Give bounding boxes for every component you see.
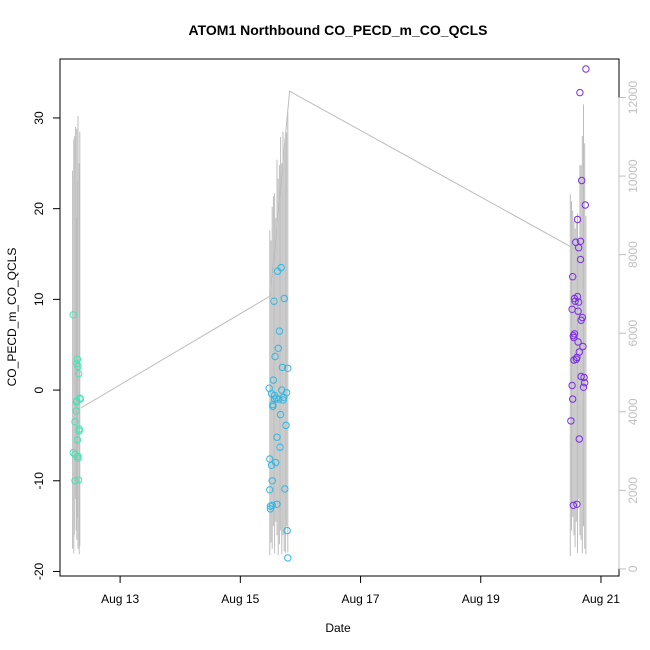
right-tick-label: 0 [626,565,640,572]
data-point [282,389,291,397]
data-point [280,294,288,303]
plot-area [69,65,590,562]
data-point [278,363,287,372]
data-point [74,370,83,378]
data-point [76,394,84,402]
x-tick-label: Aug 19 [462,592,500,606]
data-point [576,88,584,97]
data-point [572,238,580,246]
data-point [74,362,82,371]
y-tick-label: 30 [32,111,46,125]
reference-line [80,90,572,409]
data-point [271,352,279,361]
data-point [268,477,276,485]
x-axis-label: Date [325,621,351,635]
data-point [582,65,590,73]
data-point [269,402,277,411]
data-point [575,298,583,306]
data-point [74,476,83,484]
data-point [273,433,281,441]
data-point [282,421,290,430]
data-point [274,344,282,352]
data-point [275,327,284,335]
data-point [71,418,79,426]
data-point [581,379,589,387]
chart-title: ATOM1 Northbound CO_PECD_m_CO_QCLS [189,22,488,38]
data-point [574,307,582,315]
data-point [75,425,83,433]
right-tick-label: 10000 [626,159,640,193]
data-point [272,458,280,467]
data-point [269,376,278,384]
data-point [74,454,82,462]
data-point [284,554,292,562]
data-point [72,407,80,415]
right-tick-label: 6000 [626,320,640,347]
y-axis-label: CO_PECD_m_CO_QCLS [5,248,19,387]
data-point [71,477,79,485]
data-point [76,395,85,403]
x-tick-label: Aug 21 [582,592,620,606]
x-tick-label: Aug 15 [221,592,259,606]
data-point [281,485,289,493]
data-point [569,501,577,509]
right-tick-label: 4000 [626,398,640,425]
data-point [568,381,576,390]
data-point [569,395,577,403]
right-tick-label: 2000 [626,477,640,504]
right-tick-label: 8000 [626,241,640,268]
data-point [567,417,575,425]
data-point [275,395,283,403]
data-point [576,237,585,246]
data-point [577,372,585,381]
data-point [581,201,589,209]
data-point [570,333,578,342]
data-point [270,297,278,305]
y-tick-label: 0 [32,386,46,393]
data-point [578,313,586,322]
data-point [579,342,587,351]
y-tick-label: -20 [32,563,46,581]
data-point [268,501,276,509]
data-point [571,297,579,305]
data-point [279,396,287,404]
data-point [578,176,586,185]
x-tick-label: Aug 13 [101,592,139,606]
data-point [69,448,77,457]
data-point [579,383,588,391]
data-point [576,255,585,264]
data-point [273,500,281,508]
data-point [266,486,274,494]
data-point [569,273,577,281]
y-tick-label: 10 [32,292,46,306]
data-point [284,364,292,372]
data-point [69,311,77,319]
y-tick-label: 20 [32,202,46,216]
data-point [570,330,579,338]
x-tick-label: Aug 17 [342,592,380,606]
data-point [73,355,82,363]
data-point [276,410,285,419]
data-point [573,215,582,224]
data-point [283,526,291,535]
data-point [573,292,582,301]
data-point [574,338,582,346]
data-point [276,443,284,451]
data-point [580,373,588,382]
data-point [575,348,583,356]
data-point [277,263,285,272]
axes: Aug 13 Aug 15 Aug 17 Aug 19 Aug 21 -20 -10 0 10 2… [32,80,640,606]
plot-frame [59,58,620,577]
data-point [266,505,275,513]
data-point [73,436,82,444]
right-tick-label: 12000 [626,80,640,114]
data-point [573,500,581,508]
y-tick-label: -10 [32,472,46,490]
data-point [575,435,583,443]
